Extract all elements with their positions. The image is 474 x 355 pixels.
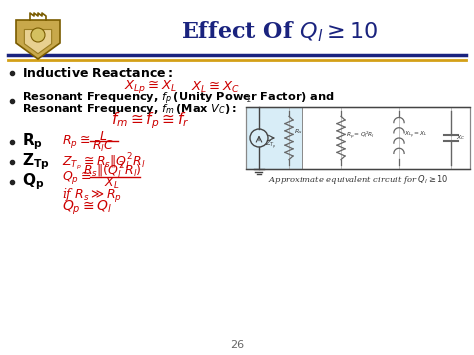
Text: 1: 1 [246, 95, 251, 104]
Text: $R_s \| (Q_l^2 R_l)$: $R_s \| (Q_l^2 R_l)$ [82, 161, 141, 181]
Text: $R_s$: $R_s$ [294, 127, 302, 136]
Text: $X_{Lp} \cong X_L$: $X_{Lp} \cong X_L$ [124, 78, 176, 95]
Text: $\mathbf{Resonant\ Frequency,}$$\,f_p\,$$\mathbf{(Unity\ Power\ Factor)\ and}$: $\mathbf{Resonant\ Frequency,}$$\,f_p\,$… [22, 91, 335, 107]
Text: Effect Of $Q_l \geq 10$: Effect Of $Q_l \geq 10$ [182, 20, 379, 44]
Text: $\mathbf{Inductive\ Reactance:}$: $\mathbf{Inductive\ Reactance:}$ [22, 66, 173, 80]
Bar [246, 107, 302, 169]
Text: $R_p \cong$: $R_p \cong$ [62, 133, 90, 151]
Text: 26: 26 [230, 340, 244, 350]
Text: $\mathbf{Z_{Tp}}$: $\mathbf{Z_{Tp}}$ [22, 152, 50, 172]
Bar [246, 107, 470, 169]
Text: $X_L \cong X_C$: $X_L \cong X_C$ [191, 80, 239, 94]
Text: Approximate equivalent circuit for $Q_l \geq 10$: Approximate equivalent circuit for $Q_l … [268, 174, 448, 186]
Text: $L$: $L$ [99, 130, 107, 142]
Text: if $R_s \gg R_p$: if $R_s \gg R_p$ [62, 187, 122, 205]
Text: $R_p = Q_l^2 R_l$: $R_p = Q_l^2 R_l$ [346, 129, 375, 141]
Text: $Q_p \cong Q_l$: $Q_p \cong Q_l$ [62, 199, 112, 217]
Text: $X_C$: $X_C$ [456, 133, 465, 142]
Text: $Z_{T_p}$: $Z_{T_p}$ [265, 139, 277, 151]
Text: $Q_p \cong$: $Q_p \cong$ [62, 169, 91, 186]
Polygon shape [24, 29, 52, 54]
Circle shape [31, 28, 45, 42]
Text: $R_l C$: $R_l C$ [92, 138, 114, 154]
Text: $X_L$: $X_L$ [104, 175, 120, 191]
Text: $f_m \cong f_p \cong f_r$: $f_m \cong f_p \cong f_r$ [111, 111, 189, 131]
Polygon shape [16, 20, 60, 59]
Text: $\mathbf{Resonant\ Frequency,}$$\,f_m\,$$\mathbf{(Max\ }$$V_C$$\mathbf{):}$: $\mathbf{Resonant\ Frequency,}$$\,f_m\,$… [22, 102, 237, 116]
Text: $\mathbf{R_p}$: $\mathbf{R_p}$ [22, 132, 43, 152]
Text: $X_{L_p} = X_L$: $X_{L_p} = X_L$ [404, 130, 428, 141]
Text: $Z_{T_p} \cong R_s \| Q_l^2 R_l$: $Z_{T_p} \cong R_s \| Q_l^2 R_l$ [62, 152, 146, 173]
Text: $\mathbf{Q_p}$: $\mathbf{Q_p}$ [22, 172, 44, 192]
